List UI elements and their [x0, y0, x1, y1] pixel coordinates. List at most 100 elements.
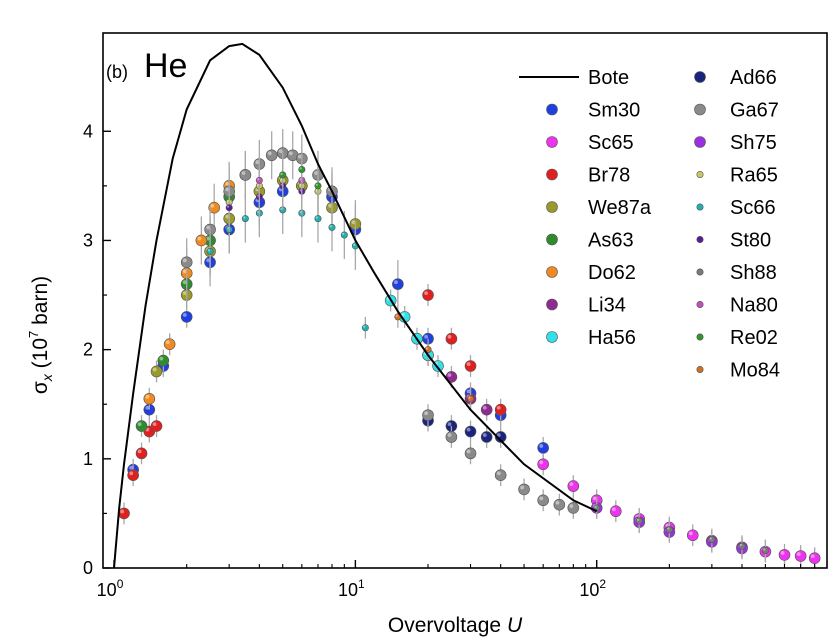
- data-point: [314, 215, 322, 223]
- series-re02: [279, 145, 322, 210]
- x-axis: 100 101 102: [97, 560, 828, 600]
- point-highlight: [520, 485, 525, 490]
- data-point: [392, 278, 404, 290]
- data-point: [464, 360, 477, 372]
- legend-label: Sm30: [588, 100, 640, 122]
- point-highlight: [225, 187, 230, 192]
- point-highlight: [709, 537, 712, 540]
- x-tick-exponent: 2: [599, 577, 606, 591]
- data-point: [241, 215, 249, 223]
- data-point: [255, 176, 263, 184]
- point-highlight: [315, 216, 318, 219]
- point-highlight: [225, 182, 230, 186]
- data-point: [665, 526, 673, 534]
- data-point: [445, 431, 458, 443]
- point-highlight: [206, 225, 211, 230]
- data-point: [494, 403, 507, 416]
- point-highlight: [315, 183, 318, 186]
- point-highlight: [225, 214, 230, 219]
- data-point: [494, 469, 507, 481]
- legend-item-br78: Br78: [546, 165, 630, 187]
- legend-label: Na80: [730, 295, 778, 317]
- point-highlight: [182, 269, 187, 274]
- data-point: [537, 442, 549, 454]
- legend-marker: [694, 136, 706, 148]
- legend-marker: [696, 365, 704, 373]
- point-highlight: [129, 465, 134, 470]
- legend-item-ra65: Ra65: [696, 165, 778, 187]
- legend-label: Sc66: [730, 197, 776, 219]
- point-highlight: [329, 225, 332, 228]
- bote-curve-line: [113, 42, 598, 569]
- point-highlight: [763, 548, 766, 551]
- point-highlight: [468, 396, 471, 399]
- data-point: [157, 354, 170, 367]
- data-point: [738, 542, 746, 550]
- point-highlight: [145, 405, 150, 410]
- x-axis-title-text: Overvoltage: [388, 614, 507, 637]
- x-tick-exponent: 1: [358, 577, 365, 591]
- point-highlight: [482, 433, 487, 437]
- legend-marker: [546, 103, 558, 116]
- point-highlight: [182, 258, 187, 263]
- y-axis-title-exponent: 7: [26, 331, 41, 338]
- point-highlight: [182, 280, 187, 285]
- point-highlight: [280, 172, 283, 175]
- point-highlight: [129, 471, 134, 476]
- legend-label: Sh75: [730, 132, 777, 154]
- point-highlight: [466, 362, 471, 367]
- point-highlight: [447, 433, 452, 437]
- point-highlight: [482, 405, 487, 410]
- point-highlight: [299, 167, 302, 170]
- legend-item-li34: Li34: [546, 295, 626, 317]
- legend-label: Do62: [588, 262, 636, 284]
- legend-marker: [546, 233, 558, 246]
- legend-marker: [696, 203, 704, 211]
- point-highlight: [555, 500, 560, 505]
- point-highlight: [447, 422, 452, 427]
- data-point: [180, 311, 193, 323]
- point-highlight: [226, 205, 230, 208]
- legend-marker: [546, 331, 558, 343]
- legend-marker: [696, 300, 704, 308]
- data-point: [518, 483, 530, 496]
- point-highlight: [688, 531, 693, 536]
- data-point: [464, 447, 477, 460]
- y-axis-title: σx (107 barn): [26, 276, 55, 394]
- data-point: [135, 447, 148, 460]
- point-highlight: [267, 151, 272, 156]
- data-point: [778, 549, 791, 561]
- data-point: [298, 165, 306, 173]
- series-sh88: [593, 497, 769, 562]
- plot-area: [113, 42, 821, 570]
- legend-item-do62: Do62: [546, 262, 636, 284]
- data-point: [567, 480, 580, 492]
- data-point: [163, 338, 176, 350]
- point-highlight: [539, 444, 544, 448]
- legend-marker: [696, 333, 704, 341]
- data-point: [265, 149, 278, 162]
- legend-item-bote: Bote: [519, 67, 629, 89]
- legend-marker: [696, 268, 704, 276]
- point-highlight: [207, 249, 211, 252]
- data-point: [135, 420, 148, 432]
- point-highlight: [243, 216, 246, 219]
- point-highlight: [257, 178, 260, 181]
- legend-marker: [696, 171, 704, 179]
- legend-marker: [546, 298, 558, 311]
- data-point: [118, 507, 130, 520]
- y-axis-title-subscript: x: [39, 373, 55, 382]
- legend-label: St80: [730, 230, 771, 252]
- data-point: [150, 420, 163, 432]
- y-tick-label: 2: [83, 340, 93, 360]
- legend-label: Ga67: [730, 100, 779, 122]
- legend-label: Ra65: [730, 165, 778, 187]
- x-axis-title-variable: U: [507, 614, 523, 637]
- legend-label: We87a: [588, 197, 652, 219]
- data-point: [708, 536, 716, 544]
- y-tick-label: 4: [83, 121, 93, 141]
- point-highlight: [466, 389, 471, 394]
- plot-frame: [102, 32, 828, 569]
- point-highlight: [780, 551, 785, 555]
- data-point: [445, 332, 458, 345]
